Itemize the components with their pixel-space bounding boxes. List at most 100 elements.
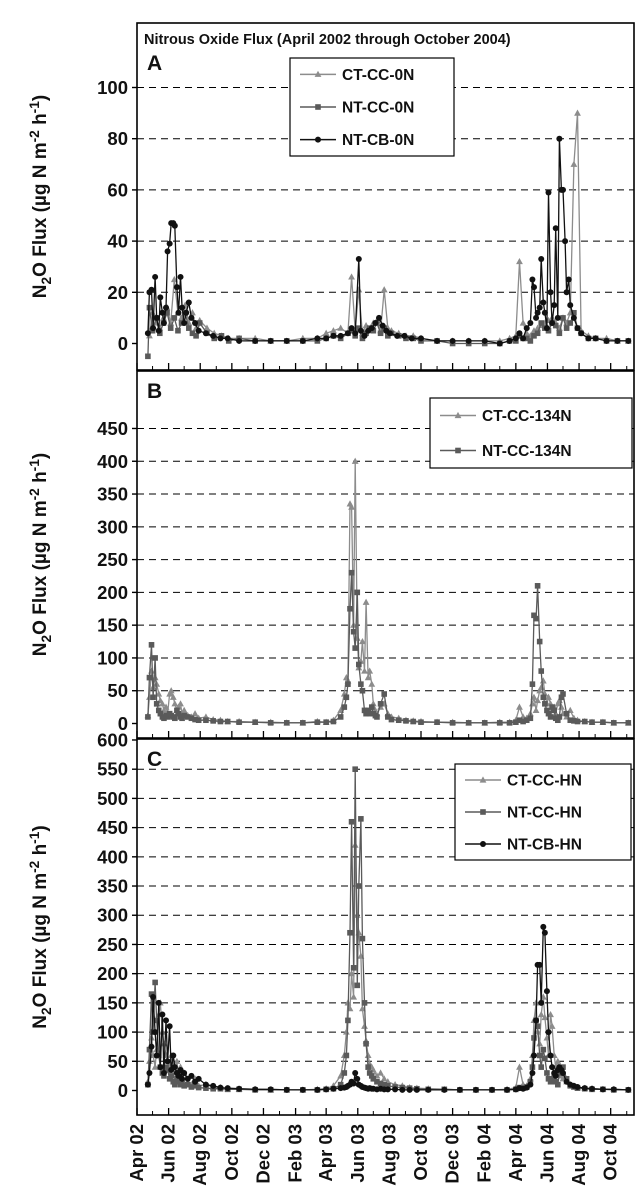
data-point <box>520 335 527 342</box>
data-point <box>172 1081 178 1088</box>
data-point <box>166 1076 173 1082</box>
data-point <box>299 1086 306 1093</box>
data-point <box>600 719 606 725</box>
data-point <box>599 1086 606 1093</box>
data-point <box>544 707 550 714</box>
data-point <box>565 276 572 283</box>
data-point <box>418 719 424 725</box>
data-point <box>385 714 391 720</box>
data-point <box>538 256 545 263</box>
data-point <box>174 707 180 714</box>
data-point <box>153 701 160 707</box>
data-point <box>364 674 372 681</box>
data-point <box>563 710 570 717</box>
data-point <box>355 286 363 293</box>
data-point <box>171 700 179 707</box>
data-point <box>188 1084 195 1090</box>
data-point <box>345 1017 351 1024</box>
data-point <box>157 294 164 301</box>
data-point <box>540 923 547 930</box>
data-point <box>252 1086 259 1093</box>
legend-marker <box>315 136 321 143</box>
data-point <box>547 1052 554 1059</box>
data-point <box>314 335 321 342</box>
data-point <box>155 999 162 1006</box>
data-point <box>549 1076 555 1082</box>
data-point <box>175 1078 182 1085</box>
panels: 0 20 40 60 80 100 A N2O Flux (µg N m-2 h-1) CT-C… <box>27 22 635 1116</box>
data-point <box>516 257 523 265</box>
data-point <box>169 693 177 700</box>
data-point <box>330 718 337 725</box>
legend-label: CT-CC-0N <box>342 67 414 84</box>
panel-label: A <box>147 52 162 75</box>
data-point <box>252 719 258 725</box>
x-tick-label: Feb 04 <box>474 1123 495 1182</box>
data-point <box>538 668 545 674</box>
data-point <box>173 1057 181 1064</box>
data-point <box>536 1052 543 1059</box>
data-point <box>148 286 155 293</box>
data-point <box>364 1051 372 1059</box>
data-point <box>195 1084 202 1091</box>
data-point <box>481 337 488 344</box>
legend-marker <box>315 104 321 110</box>
data-point <box>352 330 359 337</box>
data-point <box>370 1076 377 1082</box>
data-point <box>368 680 376 687</box>
data-point <box>337 1081 344 1088</box>
data-point <box>181 712 187 719</box>
series-group <box>144 109 632 360</box>
panel-a: 0 20 40 60 80 100 A N2O Flux (µg N m-2 h-1) CT-C… <box>27 22 635 371</box>
data-point <box>541 309 548 316</box>
data-point <box>519 319 527 326</box>
data-point <box>556 330 563 337</box>
data-point <box>549 704 555 710</box>
data-point <box>168 1073 175 1079</box>
legend-label: NT-CC-HN <box>507 805 582 822</box>
data-point <box>185 319 193 326</box>
data-point <box>530 693 538 700</box>
data-point <box>144 1081 151 1088</box>
legend-label: CT-CC-HN <box>507 773 582 790</box>
data-point <box>399 1086 406 1093</box>
data-point <box>377 701 384 707</box>
data-point <box>323 335 330 342</box>
data-point <box>179 304 186 311</box>
data-point <box>177 700 184 707</box>
data-point <box>533 1017 540 1024</box>
data-point <box>531 612 537 619</box>
data-point <box>545 189 552 196</box>
data-point <box>203 324 211 331</box>
data-point <box>539 677 547 684</box>
data-point <box>529 1069 536 1076</box>
data-point <box>545 1029 552 1036</box>
data-point <box>552 1078 559 1085</box>
data-point <box>558 694 565 701</box>
data-point <box>159 1011 166 1018</box>
legend-marker <box>314 70 322 77</box>
data-point <box>170 1078 177 1085</box>
data-point <box>536 687 544 694</box>
data-point <box>343 1052 350 1059</box>
data-point <box>551 707 557 714</box>
data-point <box>406 1086 413 1093</box>
data-point <box>377 1080 384 1087</box>
data-point <box>449 337 456 344</box>
data-point <box>323 719 329 725</box>
data-point <box>465 720 472 726</box>
data-point <box>388 716 395 723</box>
data-point <box>174 1076 180 1082</box>
data-point <box>560 315 566 321</box>
data-point <box>610 1086 617 1093</box>
legend-label: NT-CB-0N <box>342 132 414 149</box>
data-point <box>368 325 375 332</box>
data-point <box>574 1083 581 1090</box>
data-point <box>354 1075 361 1082</box>
legend-label: CT-CC-134N <box>482 408 572 425</box>
x-tick-label: Aug 04 <box>568 1123 589 1185</box>
data-point <box>552 322 559 329</box>
data-point <box>358 681 364 687</box>
data-point <box>625 1086 632 1093</box>
data-point <box>158 700 166 707</box>
